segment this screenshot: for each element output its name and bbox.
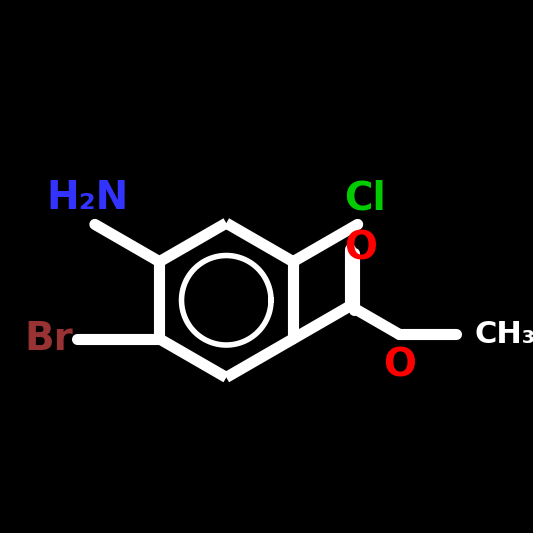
- Text: Br: Br: [25, 320, 73, 358]
- Text: O: O: [344, 230, 377, 268]
- Text: Cl: Cl: [344, 180, 385, 217]
- Text: H₂N: H₂N: [47, 180, 129, 217]
- Text: O: O: [383, 347, 416, 385]
- Text: CH₃: CH₃: [474, 320, 533, 349]
